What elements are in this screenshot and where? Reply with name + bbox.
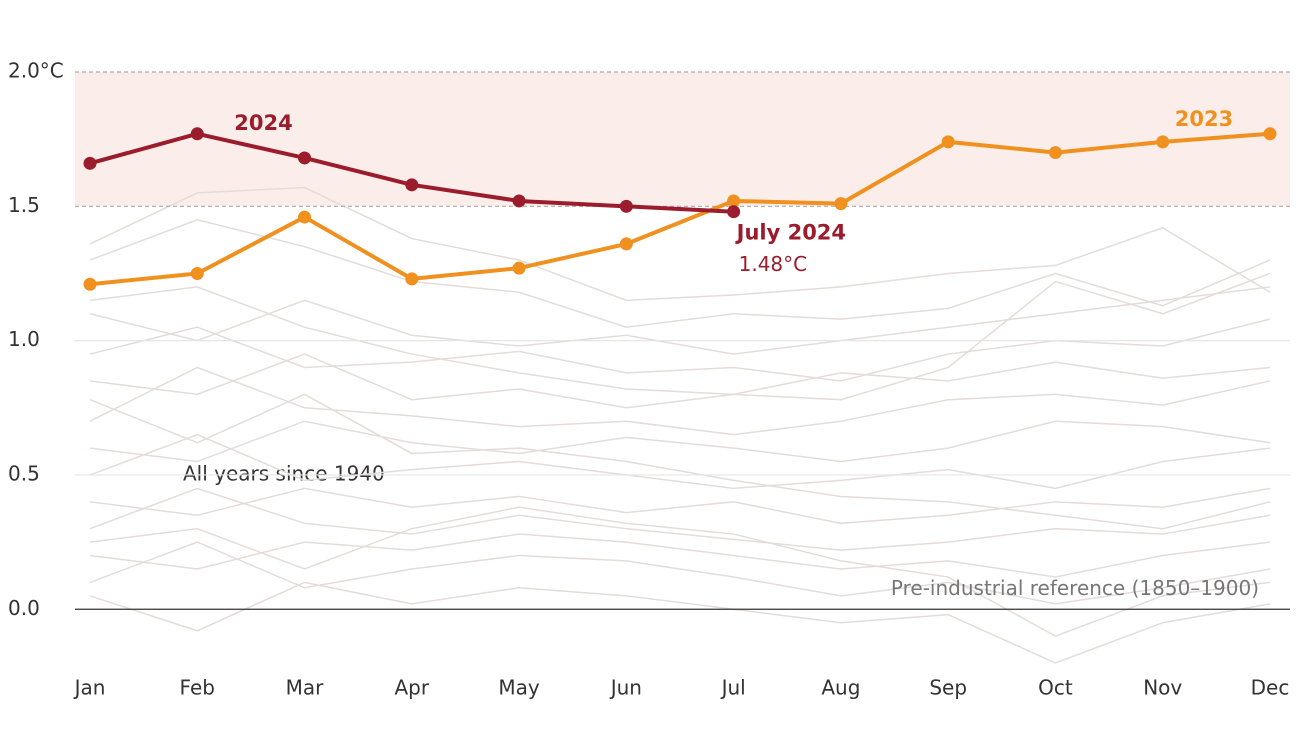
point <box>619 199 633 213</box>
reference-label: Pre-industrial reference (1850–1900) <box>891 576 1259 600</box>
series-label: 2023 <box>1175 107 1233 131</box>
x-tick-label: Apr <box>395 676 430 700</box>
point <box>619 237 633 251</box>
point <box>834 197 848 211</box>
x-tick-label: Jan <box>73 676 106 700</box>
point <box>405 272 419 286</box>
background-line <box>89 420 1271 463</box>
background-line <box>89 533 1271 578</box>
x-tick-label: Dec <box>1251 676 1290 700</box>
latest-label: July 2024 <box>735 221 846 245</box>
y-tick-label: 1.5 <box>8 193 40 217</box>
point <box>512 194 526 208</box>
point <box>83 277 97 291</box>
background-line <box>89 487 1271 551</box>
point <box>727 194 741 208</box>
y-tick-label: 0.5 <box>8 461 40 485</box>
point <box>727 205 741 219</box>
point <box>941 135 955 149</box>
background-line <box>89 186 1271 302</box>
point <box>405 178 419 192</box>
point <box>298 151 312 165</box>
x-tick-label: Jul <box>720 676 746 700</box>
value-label: 1.48°C <box>739 252 808 276</box>
background-line <box>89 393 1271 530</box>
background-line <box>89 272 1271 401</box>
point <box>190 127 204 141</box>
point <box>190 266 204 280</box>
point <box>83 156 97 170</box>
y-tick-label: 2.0°C <box>8 59 64 83</box>
point <box>1263 127 1277 141</box>
background-line <box>89 366 1271 436</box>
x-tick-label: Nov <box>1143 676 1182 700</box>
background-line <box>89 286 1271 355</box>
background-line <box>89 487 1271 525</box>
x-tick-label: Aug <box>821 676 860 700</box>
series: 2024 July 2024 1.48°C <box>83 111 846 276</box>
background-line <box>89 506 1271 637</box>
x-tick-label: Sep <box>929 676 967 700</box>
background-line <box>89 433 1271 490</box>
series-label: 2024 <box>234 111 292 135</box>
x-tick-label: Feb <box>180 676 215 700</box>
x-tick-label: Oct <box>1038 676 1073 700</box>
background-lines <box>89 186 1271 664</box>
series-line <box>89 131 1271 287</box>
y-tick-label: 1.0 <box>8 327 40 351</box>
background-line <box>89 581 1271 664</box>
background-line <box>89 541 1271 605</box>
background-line <box>89 353 1271 409</box>
x-tick-label: Jun <box>609 676 642 700</box>
x-tick-label: May <box>498 676 540 700</box>
shade-band <box>75 72 1290 207</box>
point <box>1048 146 1062 160</box>
point <box>512 261 526 275</box>
series: 2023 <box>83 107 1277 291</box>
background-label: All years since 1940 <box>183 461 385 485</box>
y-tick-label: 0.0 <box>8 596 40 620</box>
background-line <box>89 218 1271 328</box>
point <box>298 210 312 224</box>
background-line <box>89 318 1271 382</box>
point <box>1156 135 1170 149</box>
x-tick-label: Mar <box>286 676 325 700</box>
